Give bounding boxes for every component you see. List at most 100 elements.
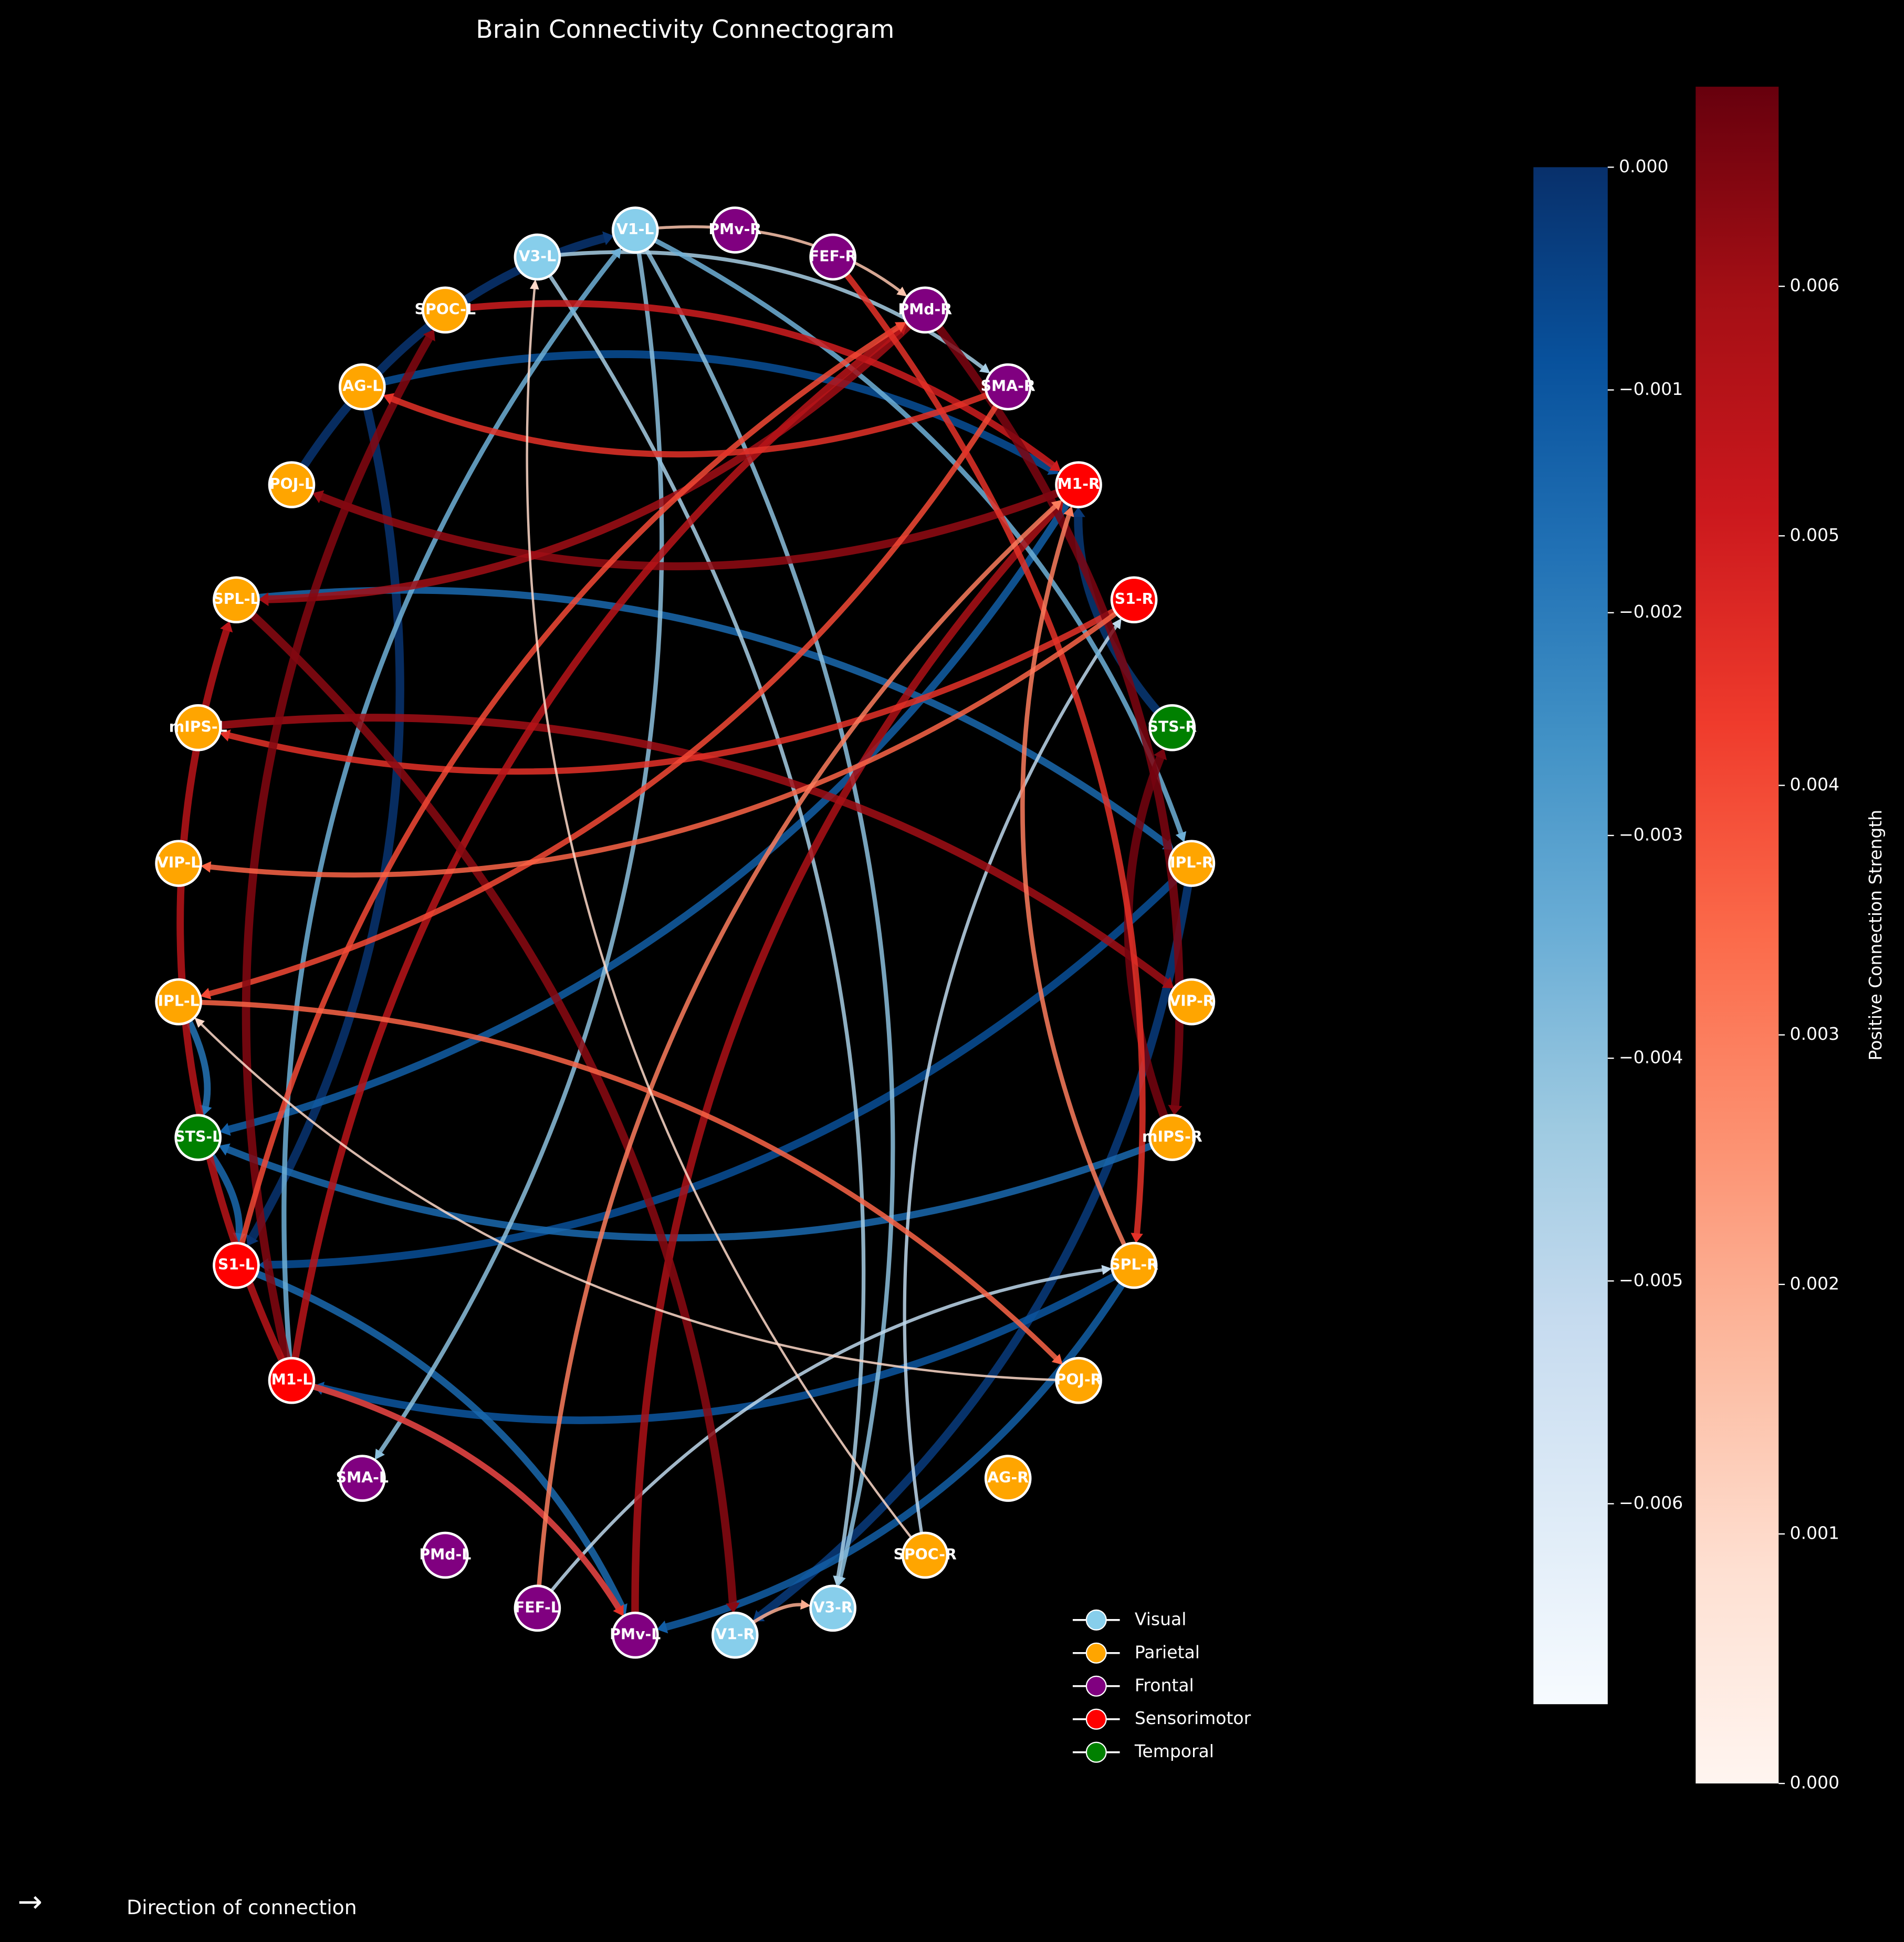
node (1055, 461, 1102, 508)
legend-label: Frontal (1135, 1675, 1194, 1695)
edge (207, 598, 1136, 878)
arrowhead (312, 490, 325, 504)
node-label: PMv-R (708, 221, 761, 238)
edge (224, 1134, 1174, 1241)
arrowhead (218, 1143, 231, 1156)
node-label: PMv-L (610, 1626, 661, 1643)
colorbar-tick-label: −0.001 (1619, 379, 1683, 399)
arrowhead (1112, 618, 1122, 630)
node-label: mIPS-R (1142, 1128, 1202, 1145)
node-label: AG-L (342, 378, 382, 395)
node-label: AG-R (987, 1469, 1029, 1486)
colorbar-tick-label: 0.003 (1790, 1024, 1839, 1044)
edge (226, 483, 1082, 1134)
edges (175, 225, 1196, 1637)
node-label: STS-L (174, 1128, 222, 1145)
node (1055, 1356, 1102, 1404)
arrowhead (1071, 507, 1085, 517)
edge (233, 323, 902, 1266)
node-label: V1-R (715, 1626, 755, 1643)
colorbar-tick-label: 0.001 (1790, 1522, 1839, 1543)
edge (663, 1263, 1137, 1632)
colorbar-tick-label: 0.005 (1790, 525, 1839, 545)
node-label: V3-R (813, 1599, 853, 1616)
node (809, 1584, 856, 1632)
edge (389, 384, 1009, 458)
node-label: mIPS-L (169, 718, 227, 736)
node (213, 1241, 260, 1289)
note-symbol: → (18, 1884, 43, 1919)
node (514, 233, 561, 281)
arrowhead (611, 247, 622, 259)
arrowhead (602, 231, 614, 245)
node-label: POJ-R (1055, 1371, 1102, 1388)
node-label: VIP-R (1169, 993, 1214, 1010)
arrowhead (1168, 1104, 1183, 1115)
edge (198, 1021, 1079, 1382)
node (1168, 978, 1216, 1026)
edge (361, 350, 1055, 474)
chart-title: Brain Connectivity Connectogram (476, 15, 894, 44)
node (1110, 1241, 1158, 1289)
edge (445, 300, 1057, 469)
node (1110, 576, 1158, 624)
arrowhead (800, 1599, 811, 1610)
arrowhead (374, 1448, 385, 1460)
edge (266, 307, 928, 603)
edge (536, 1268, 1105, 1610)
legend-label: Sensorimotor (1135, 1708, 1251, 1728)
node-label: FEF-R (809, 247, 857, 265)
edge (536, 256, 866, 1580)
node (339, 1455, 386, 1502)
edge (526, 286, 926, 1556)
node (268, 461, 316, 508)
colorbar-tick-label: −0.006 (1619, 1492, 1683, 1513)
colorbar-tick-label: 0.006 (1790, 275, 1839, 296)
arrowhead (979, 363, 990, 374)
edge (319, 1262, 1136, 1424)
colorbar (1696, 87, 1779, 1784)
legend-marker (1085, 1708, 1107, 1730)
node-label: FEF-L (515, 1599, 560, 1616)
node (901, 286, 949, 334)
edge (290, 1377, 623, 1612)
arrowhead (201, 861, 212, 873)
legend-label: Parietal (1135, 1642, 1200, 1662)
node-label: POJ-L (269, 475, 314, 493)
edge (756, 862, 1196, 1621)
edge (206, 385, 1011, 997)
arrowhead (1049, 460, 1061, 472)
arrowhead (219, 1123, 231, 1136)
node-label: V3-L (519, 247, 556, 265)
colorbars: 0.000 −0.001 −0.002 −0.003 −0.004 −0.005 −0.00… (1533, 87, 1886, 1793)
arrowhead (1101, 1265, 1112, 1275)
nodes: V1-L PMv-R FEF-R PMd-R SMA-R M1-R S1-R STS-R IPL… (155, 206, 1216, 1659)
edge (1124, 754, 1176, 1140)
node-label: SMA-R (981, 378, 1035, 395)
colorbar-tick-label: −0.004 (1619, 1047, 1683, 1068)
arrowhead (613, 1604, 624, 1616)
arrowhead (894, 322, 906, 332)
node-label: IPL-L (158, 993, 200, 1010)
node (711, 206, 759, 254)
arrowhead (656, 1620, 668, 1634)
colorbar-tick-label: 0.004 (1790, 774, 1839, 795)
arrowhead (1162, 977, 1174, 988)
edge (281, 252, 619, 1381)
node-label: SMA-L (336, 1469, 389, 1486)
arrowhead (194, 1017, 205, 1028)
edge (197, 714, 1170, 987)
arrowhead (833, 1575, 844, 1586)
legend: Visual Parietal Frontal Sensorimotor Tempora… (1072, 1609, 1251, 1763)
arrowhead (423, 329, 435, 342)
node-label: SPL-L (213, 590, 259, 608)
arrowhead (1131, 1233, 1143, 1244)
edge (1020, 512, 1136, 1267)
legend-label: Temporal (1134, 1741, 1214, 1761)
legend-label: Visual (1135, 1609, 1187, 1629)
colorbar-tick-label: 0.002 (1790, 1273, 1839, 1293)
node (155, 978, 202, 1026)
node-label: M1-L (271, 1371, 312, 1388)
